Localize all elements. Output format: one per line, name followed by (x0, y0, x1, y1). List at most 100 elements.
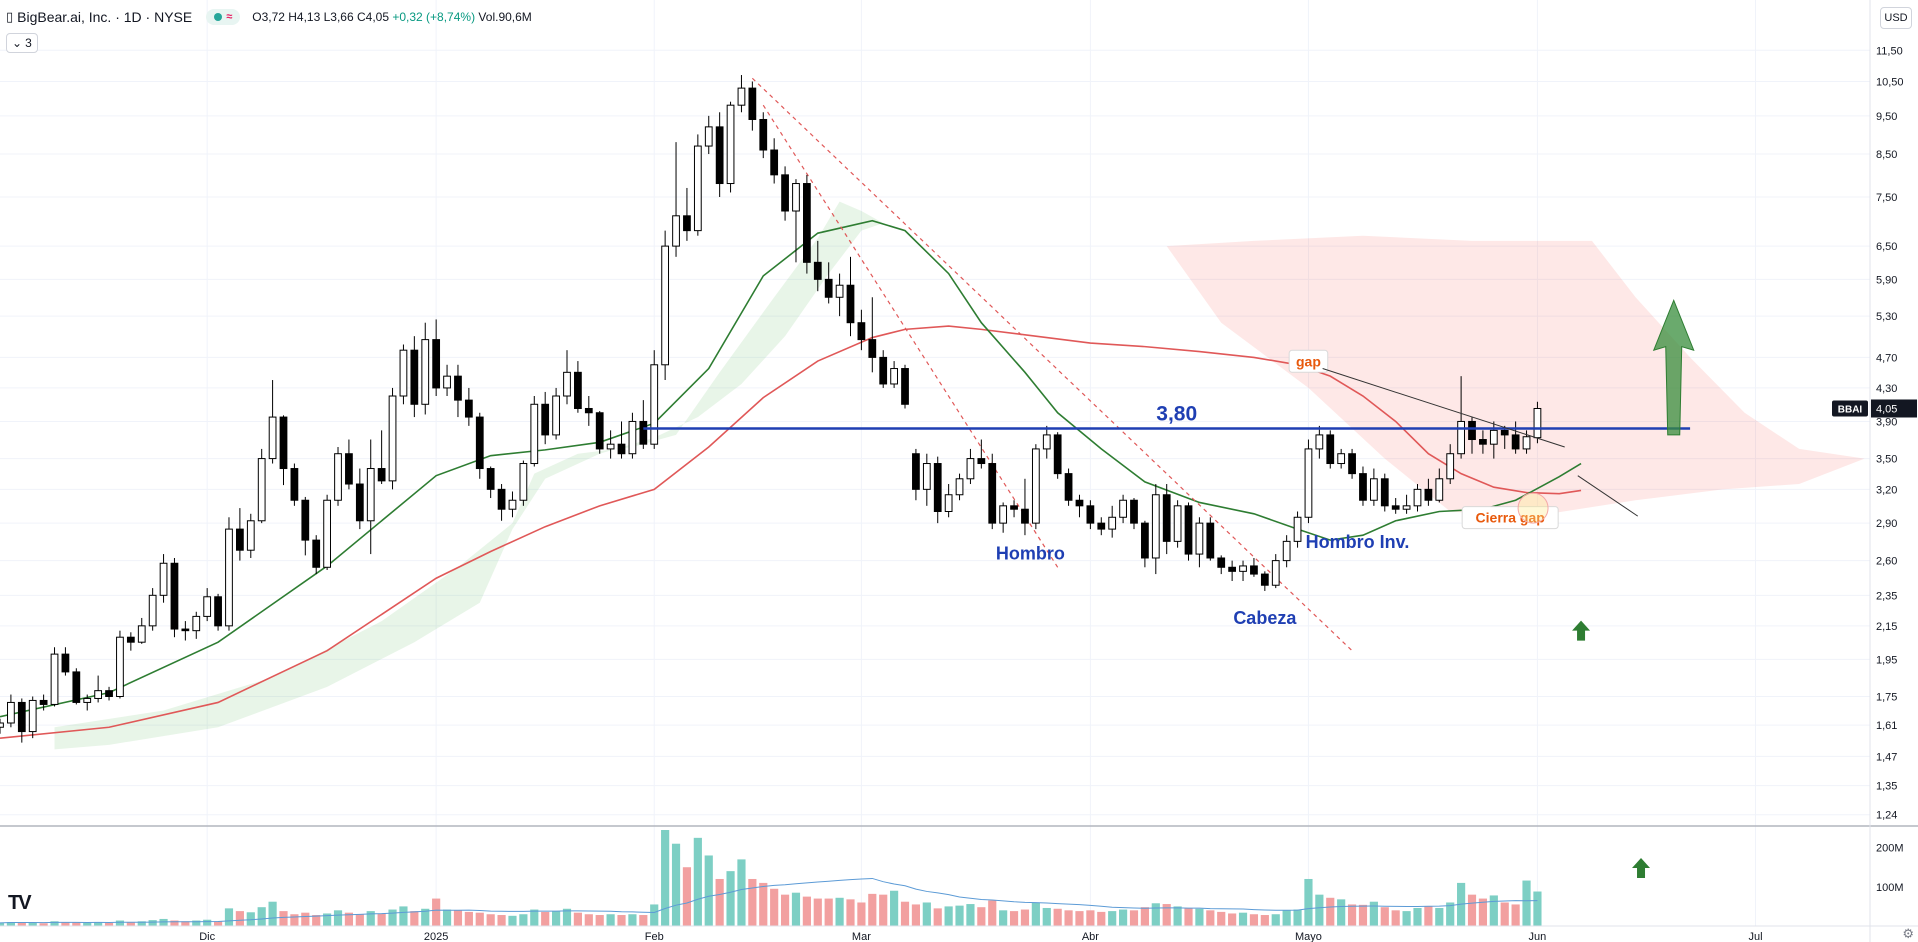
candle (890, 361, 898, 388)
candle (944, 484, 953, 518)
volume-bar (911, 904, 921, 926)
volume-bar (72, 922, 81, 926)
candle (1097, 517, 1106, 536)
volume-bar (1086, 910, 1095, 926)
candle-body (94, 690, 103, 699)
candle (334, 447, 342, 506)
market-status-pill[interactable]: ≈ (206, 9, 241, 25)
tradingview-logo-icon[interactable]: TV (8, 892, 32, 914)
price-tick-label: 4,70 (1876, 352, 1897, 364)
candle-body (966, 458, 975, 480)
symbol-title[interactable]: BigBear.ai, Inc. · 1D · NYSE (17, 9, 193, 25)
candle (1021, 478, 1029, 536)
candle (1348, 448, 1356, 479)
market-open-icon (214, 13, 223, 21)
candle (312, 535, 321, 575)
candle-body (1195, 522, 1204, 555)
candle-body (672, 215, 680, 247)
candle-body (999, 505, 1008, 524)
candle-body (759, 118, 768, 151)
candle (737, 75, 746, 113)
volume-bar (1184, 908, 1193, 926)
volume-bar (780, 894, 790, 926)
settings-icon[interactable]: ⚙ (1902, 926, 1914, 941)
candle (999, 502, 1008, 533)
candle-body (1533, 407, 1542, 439)
candle (933, 456, 942, 524)
volume-bar (639, 915, 648, 926)
volume-bar (279, 911, 288, 926)
candle-body (803, 183, 811, 263)
candle (508, 491, 517, 518)
candle-body (1042, 434, 1051, 450)
candle (410, 336, 419, 418)
candle-body (715, 126, 724, 185)
candle-body (1457, 420, 1465, 455)
candle (464, 387, 473, 426)
candle (683, 187, 691, 241)
volume-bar (1413, 907, 1422, 926)
volume-bar (1129, 910, 1139, 926)
currency-button[interactable]: USD (1880, 7, 1912, 29)
volume-bar (944, 906, 953, 926)
candle-body (1489, 429, 1498, 445)
candle-body (1511, 434, 1520, 450)
candle-body (1119, 499, 1127, 518)
candle-body (126, 636, 135, 643)
candle (901, 364, 909, 409)
volume-bar (759, 882, 768, 926)
candle (1086, 500, 1095, 530)
candle-body (1206, 522, 1215, 559)
volume-bar (115, 920, 125, 926)
candle-body (890, 368, 898, 385)
volume-bar (1228, 913, 1237, 926)
volume-bar (257, 907, 266, 926)
last-price-label: 4,05 (1876, 403, 1897, 415)
volume-bar (813, 898, 822, 926)
volume-bar (1380, 907, 1389, 926)
candle-body (639, 420, 648, 445)
price-tick-label: 1,75 (1876, 691, 1897, 703)
candle (846, 256, 855, 337)
candle (1359, 466, 1367, 506)
volume-bar (388, 909, 397, 926)
candle (257, 448, 266, 524)
candle-body (377, 468, 386, 482)
candle (236, 508, 244, 561)
candle (955, 473, 964, 501)
volume-bar (1042, 907, 1051, 926)
volume-bar (573, 912, 582, 926)
time-tick-label: Mayo (1295, 931, 1322, 942)
candle-body (7, 701, 15, 724)
candle (279, 415, 288, 486)
volume-bar (562, 908, 572, 926)
volume-bar (453, 910, 463, 926)
volume-bar (268, 901, 277, 926)
candle (1010, 500, 1018, 518)
candle-body (410, 349, 419, 405)
candle (366, 439, 375, 555)
volume-bar (791, 892, 801, 926)
candle-body (1086, 505, 1095, 524)
candle (748, 81, 757, 131)
volume-bar (137, 921, 146, 926)
volume-bar (475, 912, 484, 926)
candle (39, 694, 48, 711)
volume-bar (246, 912, 255, 926)
candle (803, 174, 811, 274)
candle-body (508, 499, 517, 510)
volume-bar (1053, 908, 1062, 926)
volume-bar (333, 910, 343, 926)
candle-body (1271, 560, 1280, 586)
candle-body (595, 412, 604, 450)
candle-body (1184, 505, 1193, 555)
indicators-toggle[interactable]: ⌄ 3 (6, 33, 38, 53)
volume-bar (726, 871, 735, 926)
volume-bar (824, 898, 833, 926)
moving-average-short (0, 219, 1582, 718)
volume-bar (442, 909, 452, 926)
downtrend-line-outer (751, 77, 1353, 652)
candle (1446, 444, 1455, 485)
candle-body (214, 596, 222, 627)
